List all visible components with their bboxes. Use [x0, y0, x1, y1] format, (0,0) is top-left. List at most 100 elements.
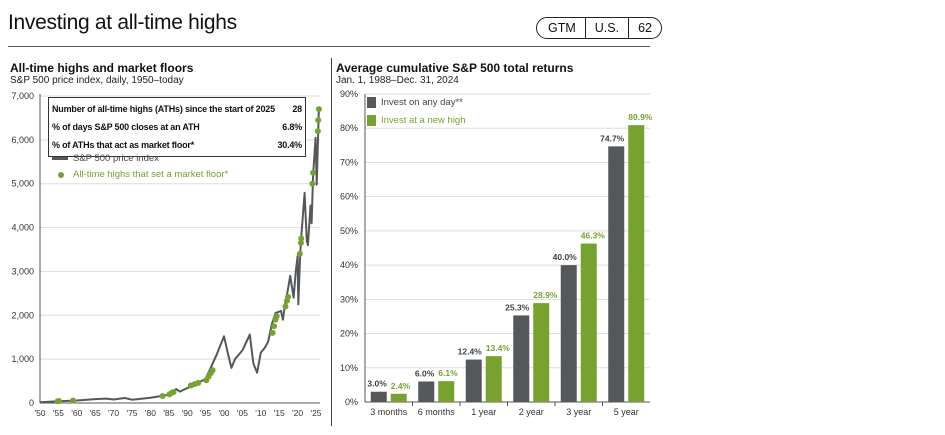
y-tick-label: 80% [340, 123, 358, 133]
x-tick-label: '85 [163, 408, 174, 418]
bar-any-day [513, 315, 530, 402]
sp500-line [39, 106, 320, 404]
data-label: 6.0% [415, 368, 435, 378]
y-tick-label: 30% [340, 294, 358, 304]
data-label: 12.4% [458, 347, 483, 357]
market-floor-dot [314, 128, 321, 135]
data-label: 13.4% [486, 343, 511, 353]
bar-any-day [608, 146, 625, 402]
y-tick-label: 10% [340, 363, 358, 373]
data-label: 2.4% [391, 381, 411, 391]
legend-any-day: Invest on any day** [367, 97, 463, 108]
legend-label: All-time highs that set a market floor* [73, 169, 229, 180]
y-tick-label: 7,000 [11, 91, 34, 101]
data-label: 80.9% [628, 112, 653, 122]
swatch-green-icon [367, 115, 376, 126]
data-label: 6.1% [438, 368, 458, 378]
market-floor-dot [285, 293, 292, 300]
stat-value: 6.8% [282, 122, 302, 132]
market-floor-dot [56, 398, 63, 405]
y-tick-label: 50% [340, 226, 358, 236]
legend-floor: All-time highs that set a market floor* [58, 169, 228, 180]
market-floor-dot [296, 250, 303, 257]
y-tick-label: 3,000 [11, 266, 34, 276]
right-chart-title: Average cumulative S&P 500 total returns [336, 61, 574, 75]
header-divider [8, 46, 650, 47]
badge-gtm: GTM [548, 21, 576, 35]
market-floor-dot [195, 379, 202, 386]
y-tick-label: 2,000 [11, 310, 34, 320]
bar-new-high [438, 381, 455, 402]
page-badge: GTM U.S. 62 [536, 17, 662, 39]
x-tick-label: '00 [218, 408, 229, 418]
data-label: 3.0% [367, 379, 387, 389]
stat-label: % of ATHs that act as market floor* [52, 140, 195, 150]
badge-region: U.S. [584, 18, 628, 38]
stat-value: 28 [292, 104, 302, 114]
data-label: 46.3% [581, 231, 606, 241]
right-chart-subtitle: Jan. 1, 1988–Dec. 31, 2024 [336, 75, 459, 86]
market-floor-dot [209, 367, 216, 374]
x-tick-label: '55 [53, 408, 64, 418]
y-tick-label: 1,000 [11, 354, 34, 364]
y-tick-label: 60% [340, 192, 358, 202]
x-tick-label: '05 [237, 408, 248, 418]
x-tick-label: 3 months [370, 407, 408, 417]
market-floor-dot [310, 169, 317, 176]
y-tick-label: 70% [340, 157, 358, 167]
stat-label: Number of all-time highs (ATHs) since th… [52, 104, 275, 114]
dot-swatch-icon [58, 171, 64, 178]
line-swatch-icon [52, 157, 68, 160]
stat-row: % of ATHs that act as market floor* 30.4% [52, 136, 302, 154]
y-tick-label: 20% [340, 329, 358, 339]
x-tick-label: '50 [34, 408, 45, 418]
market-floor-dot [70, 397, 77, 404]
left-chart-title: All-time highs and market floors [10, 61, 194, 75]
x-tick-label: '75 [126, 408, 137, 418]
market-floor-dot [282, 303, 289, 310]
bar-new-high [390, 393, 407, 402]
data-label: 40.0% [553, 252, 578, 262]
bar-new-high [533, 303, 550, 402]
x-tick-label: '90 [182, 408, 193, 418]
stat-row: % of days S&P 500 closes at an ATH 6.8% [52, 118, 302, 136]
x-tick-label: '80 [145, 408, 156, 418]
data-label: 74.7% [600, 133, 625, 143]
x-tick-label: 3 year [566, 407, 591, 417]
badge-page-number: 62 [628, 18, 661, 38]
stat-value: 30.4% [277, 140, 302, 150]
x-tick-label: '10 [255, 408, 266, 418]
x-tick-label: '15 [274, 408, 285, 418]
swatch-gray-icon [367, 97, 376, 108]
stats-box: Number of all-time highs (ATHs) since th… [48, 97, 306, 157]
x-tick-label: '95 [200, 408, 211, 418]
market-floor-dot [315, 117, 322, 124]
x-tick-label: '20 [292, 408, 303, 418]
panel-divider [331, 58, 332, 426]
left-chart-subtitle: S&P 500 price index, daily, 1950–today [10, 75, 184, 86]
y-tick-label: 40% [340, 260, 358, 270]
market-floor-dot [297, 239, 304, 246]
market-floor-dot [271, 323, 278, 330]
data-label: 28.9% [533, 290, 558, 300]
legend-label: S&P 500 price index [73, 153, 159, 164]
bar-any-day [370, 391, 387, 402]
x-tick-label: '60 [71, 408, 82, 418]
market-floor-dot [170, 389, 177, 396]
stat-label: % of days S&P 500 closes at an ATH [52, 122, 200, 132]
legend-sp500: S&P 500 price index [52, 153, 159, 164]
bar-new-high [580, 243, 597, 402]
x-tick-label: '25 [310, 408, 321, 418]
y-tick-label: 5,000 [11, 179, 34, 189]
market-floor-dot [269, 329, 276, 336]
y-tick-label: 90% [340, 89, 358, 99]
page-title: Investing at all-time highs [8, 11, 237, 34]
market-floor-dot [309, 180, 316, 187]
market-floor-dot [273, 313, 280, 320]
market-floor-dot [298, 235, 305, 242]
bar-any-day [560, 265, 577, 402]
x-tick-label: '65 [90, 408, 101, 418]
bar-any-day [418, 381, 435, 402]
